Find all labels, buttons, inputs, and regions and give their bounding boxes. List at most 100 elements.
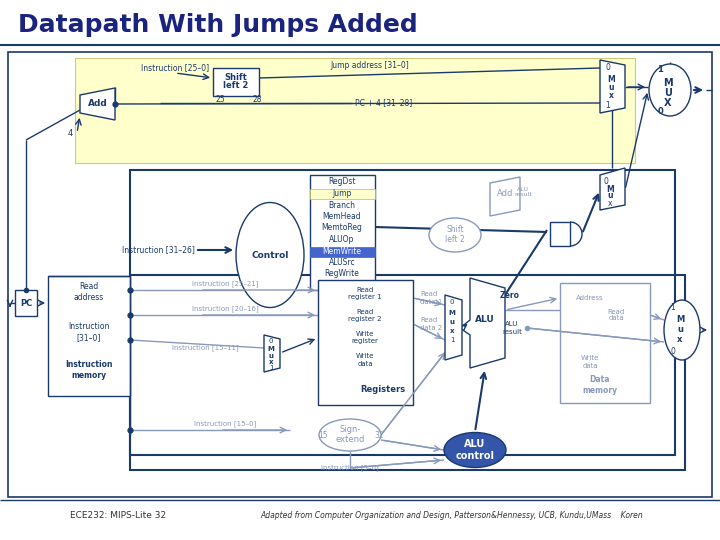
Text: u: u — [677, 326, 683, 334]
Polygon shape — [600, 168, 625, 210]
Text: ALUOp: ALUOp — [329, 235, 355, 244]
Text: M: M — [676, 315, 684, 325]
Text: Jump: Jump — [333, 189, 351, 198]
Text: ALU
result: ALU result — [502, 321, 522, 334]
Text: 0: 0 — [606, 64, 611, 72]
Text: 0: 0 — [603, 177, 608, 186]
Bar — [550, 222, 570, 246]
Ellipse shape — [444, 433, 506, 468]
Text: 1: 1 — [657, 65, 663, 75]
Text: ALU
result: ALU result — [514, 187, 532, 198]
Text: 28: 28 — [252, 96, 262, 105]
Text: MemtoReg: MemtoReg — [322, 224, 362, 233]
Text: x: x — [608, 91, 613, 99]
Text: u: u — [269, 353, 274, 359]
Ellipse shape — [319, 419, 381, 451]
Text: Write
data: Write data — [356, 354, 374, 367]
Text: 0: 0 — [269, 338, 274, 344]
Text: Instruction [20–16]: Instruction [20–16] — [192, 306, 258, 312]
Text: ALU: ALU — [464, 439, 485, 449]
Text: Write
register: Write register — [351, 332, 379, 345]
Ellipse shape — [429, 218, 481, 252]
Text: Instruction [15–0]: Instruction [15–0] — [194, 421, 256, 427]
Text: x: x — [608, 199, 612, 207]
Text: M: M — [607, 75, 615, 84]
Text: MemHead: MemHead — [323, 212, 361, 221]
Text: left 2: left 2 — [445, 234, 465, 244]
Text: 0: 0 — [450, 299, 454, 305]
Text: MemWrite: MemWrite — [323, 246, 361, 255]
Text: ALU: ALU — [475, 315, 495, 325]
Text: x: x — [450, 328, 454, 334]
Polygon shape — [264, 335, 280, 372]
Text: Read
data 1: Read data 1 — [420, 292, 442, 305]
Text: ECE232: MIPS-Lite 32: ECE232: MIPS-Lite 32 — [70, 510, 166, 519]
Ellipse shape — [649, 64, 691, 116]
Bar — [310, 246, 375, 256]
Text: 25: 25 — [215, 96, 225, 105]
Bar — [318, 280, 413, 405]
Text: Write
data: Write data — [581, 355, 599, 368]
Text: left 2: left 2 — [223, 82, 248, 91]
Text: Read
address: Read address — [74, 282, 104, 302]
Text: PC: PC — [20, 299, 32, 307]
Text: M: M — [663, 78, 672, 88]
Text: u: u — [607, 192, 613, 200]
Text: 1: 1 — [606, 100, 611, 110]
Bar — [8, 52, 712, 497]
Text: Address: Address — [576, 295, 604, 301]
Bar — [75, 58, 635, 163]
Text: 1: 1 — [450, 337, 454, 343]
Text: RegWrite: RegWrite — [325, 269, 359, 279]
Text: Control: Control — [251, 251, 289, 260]
Text: extend: extend — [336, 435, 365, 444]
Polygon shape — [80, 88, 115, 120]
Text: Instruction [31–26]: Instruction [31–26] — [122, 246, 195, 254]
Text: u: u — [449, 319, 454, 325]
Text: 1: 1 — [670, 303, 675, 313]
Text: Instruction [5–0]: Instruction [5–0] — [321, 464, 379, 471]
Text: Read
data 2: Read data 2 — [420, 318, 442, 330]
Bar — [15, 290, 37, 316]
Text: Read
register 1: Read register 1 — [348, 287, 382, 300]
Polygon shape — [460, 278, 505, 368]
Text: Add: Add — [497, 190, 513, 199]
Text: x: x — [678, 335, 683, 345]
Text: Adapted from Computer Organization and Design, Patterson&Hennessy, UCB, Kundu,UM: Adapted from Computer Organization and D… — [260, 510, 643, 519]
Bar — [48, 276, 130, 396]
Text: RegDst: RegDst — [328, 178, 356, 186]
Text: Add: Add — [88, 99, 108, 109]
Text: Instruction [25–0]: Instruction [25–0] — [141, 64, 209, 72]
Bar — [130, 170, 675, 455]
Bar — [213, 68, 259, 96]
Text: X: X — [665, 98, 672, 108]
Text: 0: 0 — [657, 107, 663, 117]
Text: Instruction [25–21]: Instruction [25–21] — [192, 281, 258, 287]
Text: Instruction
[31–0]: Instruction [31–0] — [68, 322, 109, 342]
Text: Read
data: Read data — [608, 308, 625, 321]
Text: 15: 15 — [318, 430, 328, 440]
Text: M: M — [606, 185, 614, 193]
Text: ALUSrc: ALUSrc — [329, 258, 355, 267]
Text: control: control — [456, 451, 495, 461]
Bar — [130, 275, 685, 470]
Ellipse shape — [236, 202, 304, 307]
Text: Instruction
memory: Instruction memory — [66, 360, 113, 380]
Text: Jump address [31–0]: Jump address [31–0] — [330, 60, 410, 70]
Polygon shape — [445, 295, 462, 360]
Polygon shape — [600, 60, 625, 113]
Bar — [310, 175, 375, 290]
Text: U: U — [664, 88, 672, 98]
Text: M: M — [268, 346, 274, 352]
Text: Registers: Registers — [361, 386, 405, 395]
Polygon shape — [490, 177, 520, 216]
Text: Shift: Shift — [225, 73, 248, 83]
Text: u: u — [608, 83, 613, 91]
Text: Branch: Branch — [328, 200, 356, 210]
Text: 4: 4 — [68, 129, 73, 138]
Bar — [560, 283, 650, 403]
Text: Zero: Zero — [500, 291, 520, 300]
Ellipse shape — [664, 300, 700, 360]
Text: Sign-: Sign- — [339, 426, 361, 435]
Text: Shift: Shift — [446, 226, 464, 234]
